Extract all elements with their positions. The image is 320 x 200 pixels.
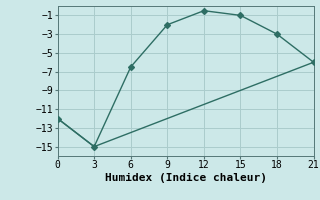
X-axis label: Humidex (Indice chaleur): Humidex (Indice chaleur) (105, 173, 267, 183)
